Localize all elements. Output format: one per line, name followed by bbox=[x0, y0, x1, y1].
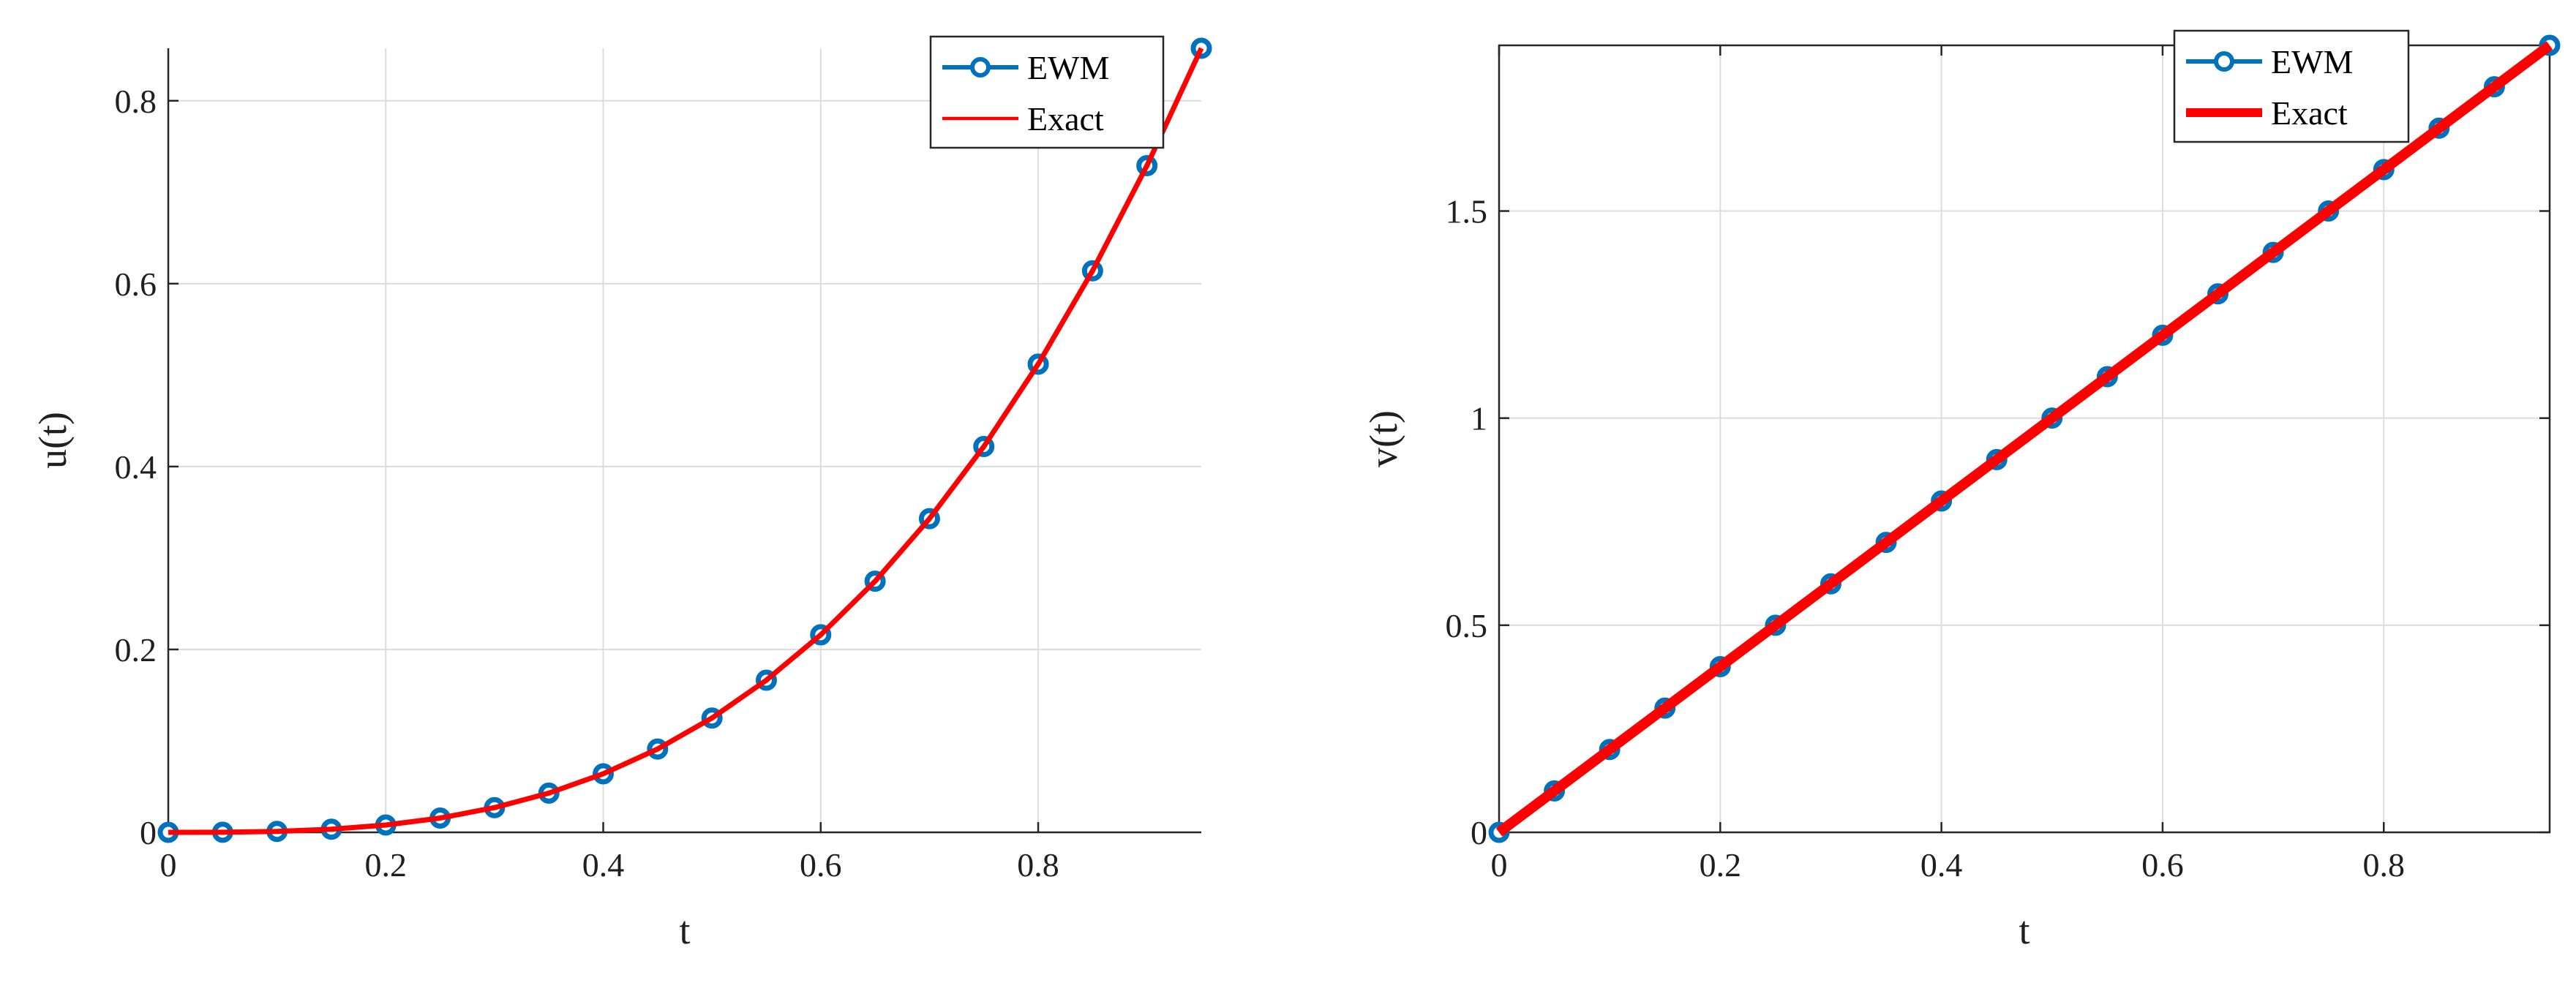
y-tick-label: 0.2 bbox=[115, 631, 157, 668]
legend-ewm-label: EWM bbox=[2271, 43, 2353, 80]
x-tick-label: 0.2 bbox=[365, 846, 408, 884]
legend: EWM Exact bbox=[2173, 29, 2410, 143]
x-tick-label: 0.2 bbox=[1700, 846, 1742, 884]
data-layer bbox=[1488, 34, 2561, 843]
series-exact-line bbox=[1495, 41, 2553, 837]
x-tick-label: 0.8 bbox=[1017, 846, 1059, 884]
x-tick-label: 0.6 bbox=[800, 846, 842, 884]
axes-box bbox=[1498, 44, 2551, 834]
chart-1: 0 0.2 0.4 0.6 0.8 0 0.2 0.4 0.6 0.8 t u(t) EWM Exact bbox=[31, 35, 1212, 952]
plot-area bbox=[168, 48, 1201, 832]
legend-box bbox=[929, 35, 1165, 149]
y-tick-label: 0.8 bbox=[115, 83, 157, 120]
y-tick-label: 0.6 bbox=[115, 265, 157, 303]
x-axis-label: t bbox=[2019, 908, 2029, 952]
legend-ewm-marker bbox=[970, 57, 991, 78]
y-tick-label: 0 bbox=[140, 814, 157, 851]
legend-exact-label: Exact bbox=[2271, 94, 2348, 132]
x-tick-label: 0.6 bbox=[2141, 846, 2184, 884]
legend: EWM Exact bbox=[929, 35, 1165, 149]
series-exact-line bbox=[168, 47, 1204, 835]
y-axis-label: u(t) bbox=[31, 412, 75, 469]
legend-exact-label: Exact bbox=[1027, 100, 1104, 138]
legend-box bbox=[2173, 29, 2410, 143]
y-axis-label: v(t) bbox=[1362, 410, 1405, 467]
y-tick-label: 0 bbox=[1471, 814, 1487, 851]
y-tick-label: 0.4 bbox=[115, 448, 157, 486]
y-tick-label: 1 bbox=[1471, 400, 1487, 437]
x-axis-label: t bbox=[679, 908, 690, 952]
legend-ewm-marker bbox=[2214, 51, 2234, 72]
x-tick-label: 0.8 bbox=[2363, 846, 2406, 884]
x-tick-label: 0.4 bbox=[582, 846, 625, 884]
legend-ewm-label: EWM bbox=[1027, 49, 1109, 86]
x-tick-label: 0 bbox=[160, 846, 177, 884]
x-tick-label: 0.4 bbox=[1920, 846, 1963, 884]
chart-2: 0 0.2 0.4 0.6 0.8 0 0.5 1 1.5 t v(t) EWM Exact bbox=[1362, 29, 2561, 952]
y-tick-label: 0.5 bbox=[1446, 607, 1488, 644]
data-layer bbox=[157, 37, 1212, 843]
x-tick-label: 0 bbox=[1491, 846, 1508, 884]
y-tick-label: 1.5 bbox=[1446, 193, 1488, 230]
